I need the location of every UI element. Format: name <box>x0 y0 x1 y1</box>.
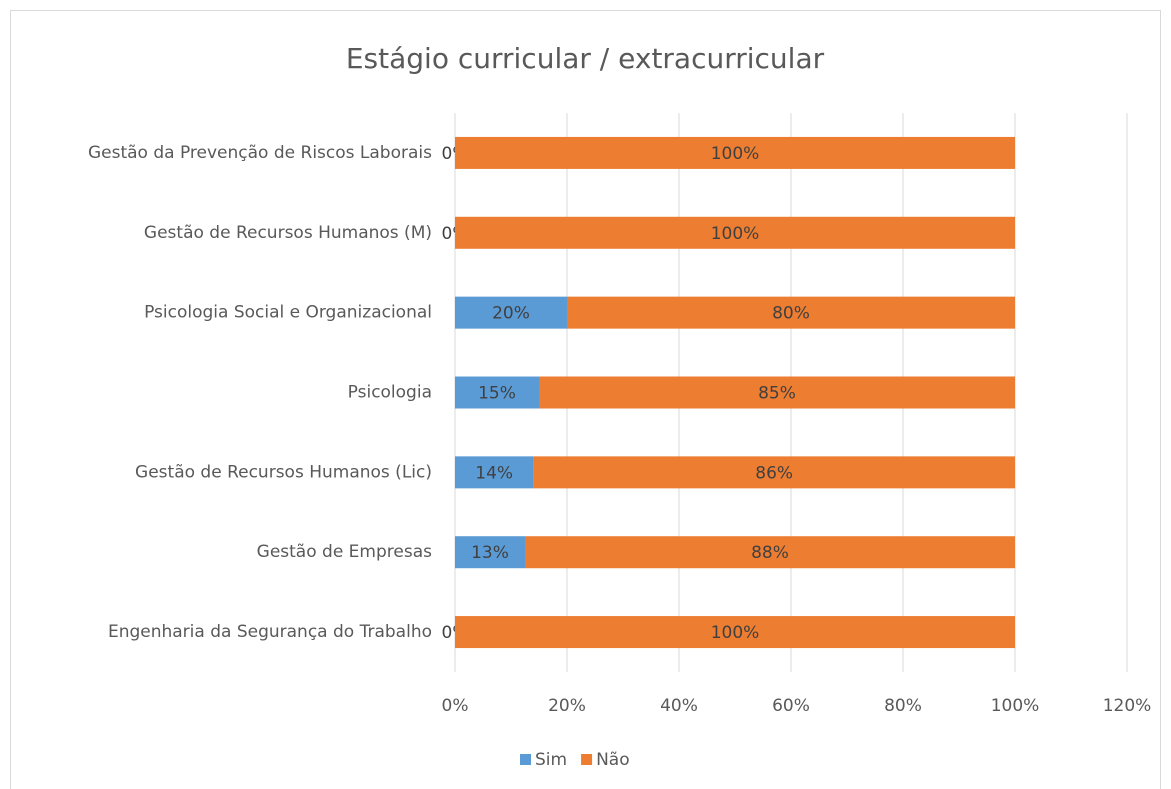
bar-segment <box>455 616 1015 649</box>
x-tick-label: 80% <box>884 696 922 716</box>
x-tick-label: 20% <box>548 696 586 716</box>
legend-swatch <box>581 754 593 765</box>
bar-segment <box>525 536 1015 569</box>
y-tick-label: Gestão da Prevenção de Riscos Laborais <box>88 143 432 163</box>
y-tick-label: Gestão de Empresas <box>257 542 432 562</box>
bar-segment <box>455 536 525 569</box>
x-tick-label: 0% <box>442 696 469 716</box>
data-label: 14% <box>475 463 513 483</box>
bar-segment <box>567 296 1015 329</box>
x-tick-label: 60% <box>772 696 810 716</box>
y-tick-label: Psicologia <box>348 383 432 403</box>
data-label: 85% <box>758 384 796 404</box>
x-tick-label: 40% <box>660 696 698 716</box>
data-label: 15% <box>478 384 516 404</box>
x-tick-label: 120% <box>1103 696 1152 716</box>
y-tick-label: Engenharia da Segurança do Trabalho <box>108 622 432 642</box>
bar-segment <box>455 376 539 409</box>
data-label: 100% <box>711 623 760 643</box>
bar-segment <box>455 136 1015 169</box>
bar-segment <box>455 296 567 329</box>
legend-swatch <box>520 754 531 765</box>
y-tick-label: Gestão de Recursos Humanos (Lic) <box>135 462 432 482</box>
data-label: 100% <box>711 224 760 244</box>
y-tick-label: Psicologia Social e Organizacional <box>144 303 432 323</box>
data-label: 13% <box>471 543 509 563</box>
x-tick-label: 100% <box>991 696 1040 716</box>
y-tick-label: Gestão de Recursos Humanos (M) <box>144 223 432 243</box>
data-label: 86% <box>755 463 793 483</box>
bar-segment <box>533 456 1015 489</box>
chart-title: Estágio curricular / extracurricular <box>346 42 825 75</box>
bar-segment <box>455 456 534 489</box>
data-label: 80% <box>772 304 810 324</box>
data-label: 20% <box>492 304 530 324</box>
legend-label: Sim <box>535 750 567 770</box>
bar-segment <box>455 216 1015 249</box>
data-label: 100% <box>711 144 760 164</box>
legend-label: Não <box>596 750 630 770</box>
bar-segment <box>539 376 1015 409</box>
data-label: 88% <box>751 543 789 563</box>
